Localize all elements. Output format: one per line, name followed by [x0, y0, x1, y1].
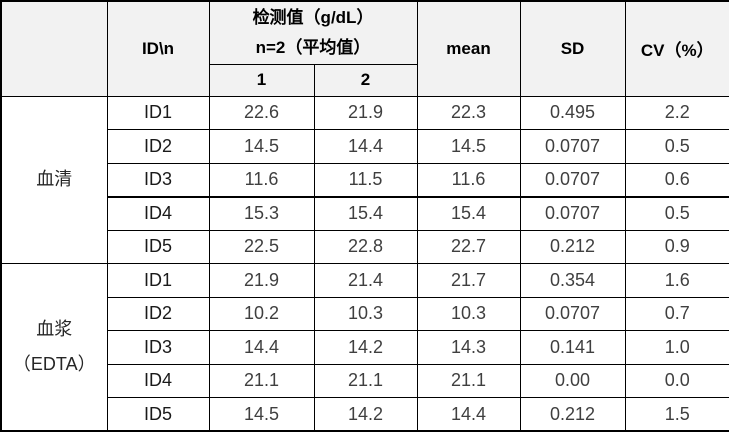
sample-id-cell: ID2 — [106, 296, 210, 331]
replicate-1-value-cell: 14.5 — [208, 129, 315, 164]
replicate-1-value-cell: 21.1 — [208, 363, 315, 398]
mean-value-cell: 22.3 — [416, 95, 521, 130]
sample-id-cell: ID5 — [106, 229, 210, 264]
replicate-1-value-cell: 11.6 — [208, 162, 315, 197]
sd-value-cell: 0.212 — [519, 229, 626, 264]
detection-value-header-line1: 检测值（g/dL） — [252, 7, 374, 27]
sample-id-cell: ID4 — [106, 195, 210, 231]
replicate-2-value-cell: 22.8 — [313, 229, 418, 264]
table-row: ID5 14.5 14.2 14.4 0.212 1.5 — [1, 397, 729, 432]
group-label-line: 血清 — [36, 169, 73, 190]
cv-value-cell: 0.9 — [624, 229, 729, 264]
replicate-2-value-cell: 21.9 — [313, 95, 418, 130]
replicate-1-value-cell: 14.4 — [208, 330, 315, 365]
group-label-cell: 血浆 （EDTA） — [0, 263, 108, 432]
cv-header-cell: CV（%） — [624, 0, 729, 97]
mean-value-cell: 21.7 — [416, 263, 521, 298]
mean-value-cell: 14.5 — [416, 129, 521, 164]
sample-id-cell: ID2 — [106, 129, 210, 164]
replicate-2-value-cell: 21.1 — [313, 363, 418, 398]
cv-value-cell: 0.5 — [624, 129, 729, 164]
cv-value-cell: 0.6 — [624, 162, 729, 197]
mean-header-cell: mean — [416, 0, 521, 97]
replicate-1-value-cell: 22.6 — [208, 95, 315, 130]
sample-id-cell: ID3 — [106, 162, 210, 197]
table-row: ID2 14.5 14.4 14.5 0.0707 0.5 — [1, 129, 729, 164]
mean-value-cell: 15.4 — [416, 195, 521, 231]
sd-value-cell: 0.0707 — [519, 129, 626, 164]
sd-value-cell: 0.0707 — [519, 195, 626, 231]
cv-value-cell: 0.5 — [624, 195, 729, 231]
table-row: ID3 11.6 11.5 11.6 0.0707 0.6 — [1, 162, 729, 197]
replicate-2-value-cell: 15.4 — [313, 195, 418, 231]
table-row: 血浆 （EDTA） ID1 21.9 21.4 21.7 0.354 1.6 — [0, 263, 729, 432]
group-label-line: （EDTA） — [12, 354, 96, 374]
sd-value-cell: 0.212 — [519, 397, 626, 432]
replicate-1-value-cell: 21.9 — [208, 263, 315, 298]
cv-value-cell: 1.0 — [624, 330, 729, 365]
table-row: ID5 22.5 22.8 22.7 0.212 0.9 — [1, 229, 729, 264]
sample-id-cell: ID1 — [106, 263, 210, 298]
mean-value-cell: 10.3 — [416, 296, 521, 331]
group-label-line: 血浆 — [36, 319, 73, 339]
table-row: ID3 14.4 14.2 14.3 0.141 1.0 — [1, 330, 729, 365]
replicate-2-value-cell: 14.2 — [313, 330, 418, 365]
replicate-1-value-cell: 10.2 — [208, 296, 315, 331]
table-row: ID4 21.1 21.1 21.1 0.00 0.0 — [1, 363, 729, 398]
sd-value-cell: 0.354 — [519, 263, 626, 298]
replicate-2-header-cell: 2 — [313, 63, 418, 97]
cv-value-cell: 2.2 — [624, 95, 729, 130]
replicate-1-value-cell: 14.5 — [208, 397, 315, 432]
table-row: ID4 15.3 15.4 15.4 0.0707 0.5 — [1, 195, 729, 231]
table-body: 血清 ID1 22.6 21.9 22.3 0.495 2.2 ID2 14.5 14.4 14.5… — [0, 95, 729, 432]
detection-value-header-line2: n=2（平均值） — [255, 37, 371, 57]
sd-value-cell: 0.141 — [519, 330, 626, 365]
table-row: 血清 ID1 22.6 21.9 22.3 0.495 2.2 — [0, 95, 729, 264]
group-label-cell: 血清 — [0, 95, 108, 264]
sample-id-cell: ID5 — [106, 397, 210, 432]
mean-value-cell: 22.7 — [416, 229, 521, 264]
sd-value-cell: 0.0707 — [519, 162, 626, 197]
cv-value-cell: 0.7 — [624, 296, 729, 331]
cv-value-cell: 0.0 — [624, 363, 729, 398]
replicate-2-value-cell: 21.4 — [313, 263, 418, 298]
replicate-2-value-cell: 10.3 — [313, 296, 418, 331]
sd-value-cell: 0.0707 — [519, 296, 626, 331]
cv-value-cell: 1.6 — [624, 263, 729, 298]
mean-value-cell: 14.3 — [416, 330, 521, 365]
sd-header-cell: SD — [519, 0, 626, 97]
cv-value-cell: 1.5 — [624, 397, 729, 432]
table-row: ID2 10.2 10.3 10.3 0.0707 0.7 — [1, 296, 729, 331]
id-n-header-cell: ID\n — [106, 0, 210, 97]
mean-value-cell: 14.4 — [416, 397, 521, 432]
replicate-2-value-cell: 14.4 — [313, 129, 418, 164]
corner-cell — [0, 0, 108, 97]
sample-id-cell: ID1 — [106, 95, 210, 130]
sample-id-cell: ID4 — [106, 363, 210, 398]
precision-results-table: ID\n 检测值（g/dL） n=2（平均值） mean SD CV（%） 1 … — [0, 0, 729, 432]
sd-value-cell: 0.00 — [519, 363, 626, 398]
mean-value-cell: 11.6 — [416, 162, 521, 197]
replicate-1-value-cell: 22.5 — [208, 229, 315, 264]
mean-value-cell: 21.1 — [416, 363, 521, 398]
sd-value-cell: 0.495 — [519, 95, 626, 130]
replicate-2-value-cell: 14.2 — [313, 397, 418, 432]
replicate-1-value-cell: 15.3 — [208, 195, 315, 231]
sample-id-cell: ID3 — [106, 330, 210, 365]
table-header: ID\n 检测值（g/dL） n=2（平均值） mean SD CV（%） 1 … — [0, 0, 729, 97]
detection-value-header-cell: 检测值（g/dL） n=2（平均值） — [208, 0, 418, 65]
replicate-2-value-cell: 11.5 — [313, 162, 418, 197]
replicate-1-header-cell: 1 — [208, 63, 315, 97]
